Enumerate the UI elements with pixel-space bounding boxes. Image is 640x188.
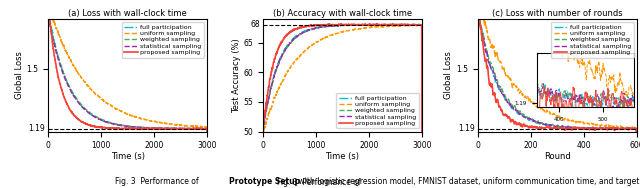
Legend: full participation, uniform sampling, weighted sampling, statistical sampling, p: full participation, uniform sampling, we… — [551, 22, 634, 58]
X-axis label: Time (s): Time (s) — [325, 152, 360, 161]
Y-axis label: Global Loss: Global Loss — [15, 51, 24, 99]
X-axis label: Time (s): Time (s) — [111, 152, 145, 161]
Text: 1.19: 1.19 — [28, 124, 45, 133]
Y-axis label: Global Loss: Global Loss — [444, 51, 453, 99]
Text: with logistic regression model, FMNIST dataset, uniform communication time, and : with logistic regression model, FMNIST d… — [296, 177, 640, 186]
Title: (c) Loss with number of rounds: (c) Loss with number of rounds — [492, 9, 623, 18]
Text: Prototype Setup: Prototype Setup — [229, 177, 300, 186]
Text: Fig. 3  Performance of: Fig. 3 Performance of — [277, 178, 363, 187]
Title: (a) Loss with wall-clock time: (a) Loss with wall-clock time — [68, 9, 187, 18]
Legend: full participation, uniform sampling, weighted sampling, statistical sampling, p: full participation, uniform sampling, we… — [337, 93, 419, 128]
X-axis label: Round: Round — [544, 152, 571, 161]
Text: Fig. 3  Performance of: Fig. 3 Performance of — [115, 177, 201, 186]
Y-axis label: Test Accuracy (%): Test Accuracy (%) — [232, 38, 241, 113]
Legend: full participation, uniform sampling, weighted sampling, statistical sampling, p: full participation, uniform sampling, we… — [122, 22, 204, 58]
Title: (b) Accuracy with wall-clock time: (b) Accuracy with wall-clock time — [273, 9, 412, 18]
Text: 1.19: 1.19 — [458, 124, 474, 133]
Text: 68: 68 — [250, 20, 260, 29]
